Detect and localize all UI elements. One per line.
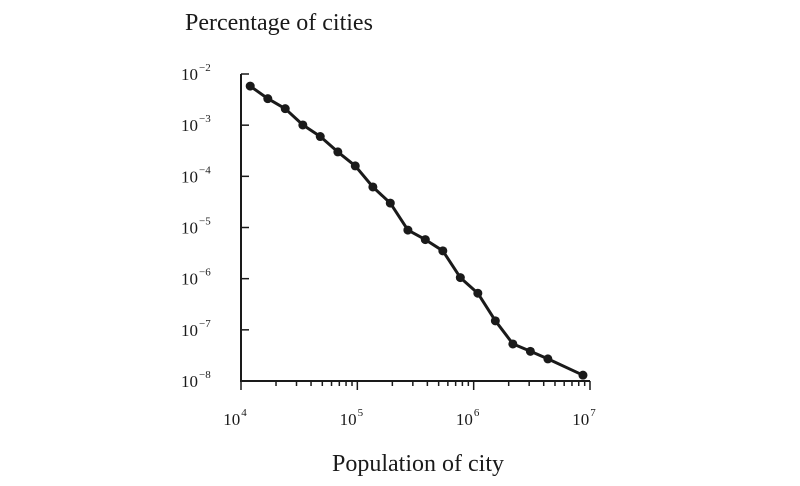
y-tick-label: 10−7 (181, 318, 211, 340)
data-point (525, 346, 535, 356)
x-tick-label: 106 (456, 407, 480, 429)
data-point (350, 161, 360, 171)
y-tick-exponent: −8 (199, 369, 211, 381)
data-point (245, 81, 255, 91)
data-point (298, 120, 308, 130)
data-point (508, 339, 518, 349)
x-tick-exponent: 6 (474, 407, 480, 419)
data-point (473, 288, 483, 298)
x-axis-title: Population of city (332, 451, 504, 477)
series-group (245, 81, 588, 380)
x-tick-label: 104 (223, 407, 247, 429)
x-tick-label: 105 (340, 407, 364, 429)
data-point (578, 370, 588, 380)
data-point (280, 104, 290, 114)
x-tick-exponent: 5 (358, 407, 364, 419)
data-point (438, 246, 448, 256)
y-tick-exponent: −2 (199, 62, 211, 74)
y-tick-label: 10−2 (181, 62, 211, 84)
y-tick-label: 10−4 (181, 164, 211, 186)
data-point (543, 354, 553, 364)
y-tick-label: 10−3 (181, 113, 211, 135)
data-point (420, 235, 430, 245)
data-point (385, 198, 395, 208)
y-tick-exponent: −7 (199, 318, 211, 330)
data-point (403, 225, 413, 235)
y-tick-label: 10−5 (181, 216, 211, 238)
data-point (490, 316, 500, 326)
data-point (263, 94, 273, 104)
data-point (455, 273, 465, 283)
x-tick-exponent: 4 (241, 407, 247, 419)
data-point (315, 132, 325, 142)
y-tick-label: 10−6 (181, 267, 211, 289)
y-tick-exponent: −6 (199, 267, 211, 279)
axes (240, 73, 591, 390)
data-point (333, 147, 343, 157)
x-tick-label: 107 (572, 407, 596, 429)
series-line (249, 84, 584, 377)
y-tick-exponent: −5 (199, 216, 211, 228)
data-point (368, 182, 378, 192)
y-tick-labels: 10−2 10−3 10−4 10−5 10−6 10−7 10−8 (181, 62, 211, 391)
y-tick-exponent: −3 (199, 113, 211, 125)
x-tick-labels: 104 105 106 107 (223, 407, 596, 429)
y-tick-label: 10−8 (181, 369, 211, 391)
x-tick-exponent: 7 (590, 407, 596, 419)
y-tick-exponent: −4 (199, 164, 211, 176)
y-axis-title: Percentage of cities (185, 10, 373, 36)
